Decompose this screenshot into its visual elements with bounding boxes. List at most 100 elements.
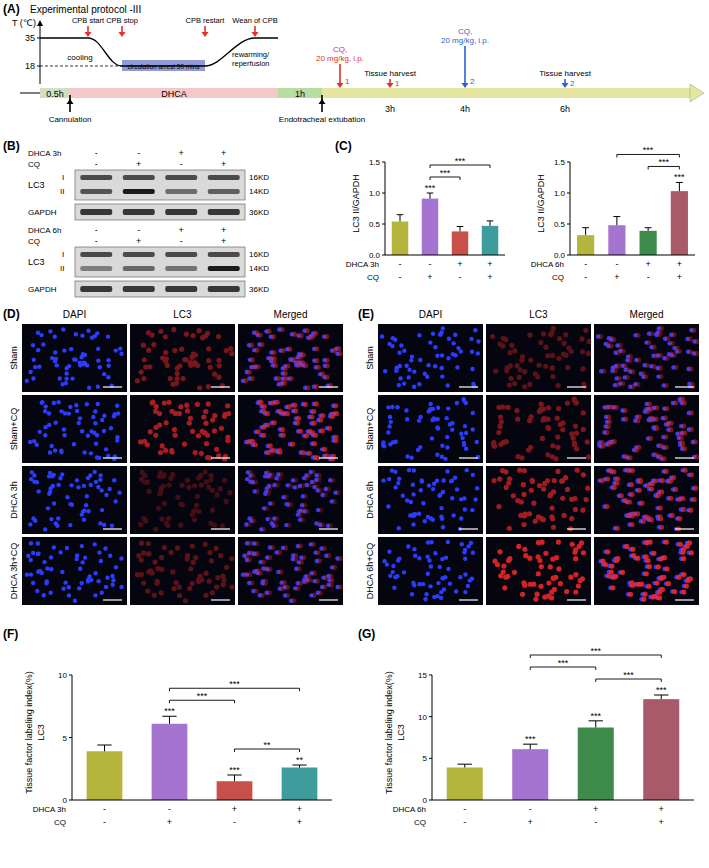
lc3-puncta (293, 478, 298, 483)
lc3-puncta (569, 516, 574, 521)
lc3-puncta (172, 427, 177, 432)
nucleus (75, 553, 79, 557)
nucleus (411, 483, 415, 487)
lc3-puncta (206, 384, 211, 389)
band-label: II (60, 264, 64, 273)
nucleus (58, 376, 62, 380)
micrograph (378, 466, 483, 534)
lc3-puncta (301, 555, 306, 560)
nucleus (438, 565, 442, 569)
blot-sign: + (136, 159, 141, 169)
nucleus (405, 417, 409, 421)
nucleus (114, 348, 118, 352)
lc3-puncta (556, 406, 561, 411)
lc3-puncta (533, 371, 538, 376)
lc3-puncta (184, 332, 189, 337)
lc3-puncta (511, 493, 516, 498)
lc3-puncta (178, 523, 183, 528)
lc3-puncta (270, 545, 275, 550)
nucleus (82, 450, 86, 454)
lc3-puncta (514, 408, 519, 413)
nucleus (395, 405, 399, 409)
lc3-puncta (266, 329, 271, 334)
lc3-puncta (579, 336, 584, 341)
nucleus (67, 411, 71, 415)
lc3-puncta (639, 501, 644, 506)
blot-sign: - (180, 236, 183, 246)
lc3-puncta (670, 513, 675, 518)
micrograph (238, 324, 343, 392)
nucleus (91, 415, 95, 419)
nucleus (77, 586, 81, 590)
nucleus (62, 348, 66, 352)
band-size: 16KD (249, 250, 269, 259)
band-control (165, 286, 197, 292)
nucleus (74, 332, 78, 336)
scale-bar (675, 457, 694, 458)
lc3-puncta (491, 442, 496, 447)
lc3-puncta (636, 445, 641, 450)
bar (482, 226, 499, 255)
nucleus (69, 483, 73, 487)
lc3-puncta (153, 433, 158, 438)
nucleus (390, 405, 394, 409)
scale-bar (567, 528, 586, 529)
lc3-puncta (283, 545, 288, 550)
nucleus (106, 375, 110, 379)
event-arrow (204, 26, 206, 33)
y-axis (385, 162, 386, 255)
nucleus (459, 497, 463, 501)
lc3-puncta (171, 327, 176, 332)
nucleus (409, 358, 413, 362)
panel-label: (E) (358, 307, 374, 321)
lc3-puncta (311, 593, 316, 598)
nucleus (52, 401, 56, 405)
lc3-puncta (311, 469, 316, 474)
nucleus (398, 376, 402, 380)
lc3-signal (599, 468, 698, 532)
lc3-puncta (276, 476, 281, 481)
nucleus (82, 518, 86, 522)
nucleus (96, 402, 100, 406)
time-label: 3h (385, 104, 395, 114)
lc3-puncta (146, 551, 151, 556)
lc3-puncta (636, 357, 641, 362)
micrograph (22, 324, 127, 392)
lc3-puncta (491, 478, 496, 483)
lc3-puncta (560, 496, 565, 501)
lc3-puncta (222, 478, 227, 483)
lc3-puncta (507, 526, 512, 531)
blot-sign: - (95, 159, 98, 169)
lc3-puncta (298, 333, 303, 338)
lc3-puncta (653, 425, 658, 430)
lc3-puncta (246, 439, 251, 444)
dapi-nuclei (381, 397, 480, 461)
lc3-puncta (677, 349, 682, 354)
lc3-puncta (498, 414, 503, 419)
lc3-puncta (563, 475, 568, 480)
lc3-puncta (519, 358, 524, 363)
nucleus (43, 409, 47, 413)
nucleus (407, 468, 411, 472)
lc3-puncta (280, 586, 285, 591)
lc3-puncta (292, 403, 297, 408)
blot-sign: - (180, 159, 183, 169)
lc3-puncta (200, 429, 205, 434)
nucleus (108, 553, 112, 557)
lc3-puncta (664, 383, 669, 388)
lc3-puncta (318, 488, 323, 493)
scale-bar (103, 599, 122, 600)
drug-line: CQ, (333, 45, 347, 54)
lc3-puncta (311, 409, 316, 414)
nucleus (86, 476, 90, 480)
lc3-puncta (309, 414, 314, 419)
lc3-puncta (613, 405, 618, 410)
nucleus (35, 443, 39, 447)
lc3-puncta (265, 411, 270, 416)
nucleus (83, 555, 87, 559)
lc3-puncta (206, 358, 211, 363)
nucleus (46, 506, 50, 510)
nucleus (42, 560, 46, 564)
scale-bar (459, 457, 478, 458)
nucleus (430, 436, 434, 440)
